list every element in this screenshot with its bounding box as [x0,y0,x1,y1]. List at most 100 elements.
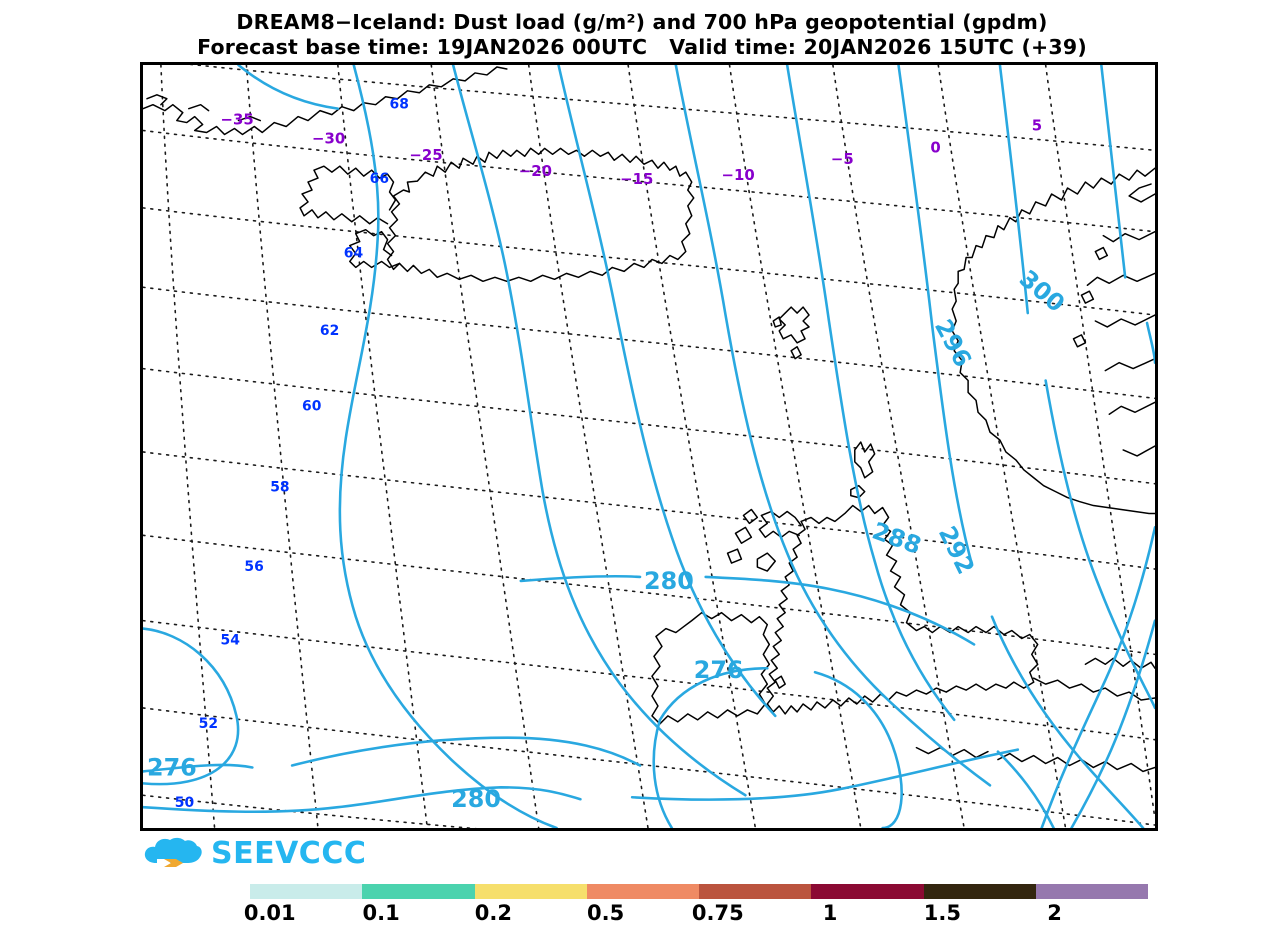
coastline-norway-island-a [1094,246,1109,261]
contour-line-far-west-lobe [143,627,240,786]
coastline-iceland-westfjords [299,165,397,225]
latitude-label-54: 54 [221,632,241,648]
contour-line-276-low-c [652,718,674,828]
contour-line-292 [897,65,974,567]
contour-line-280-mid-b [704,575,976,646]
latitude-label-64: 64 [344,245,364,261]
coastline-france-north [997,752,1155,773]
coastline-hebrides-c [726,548,743,564]
coastline-faroe-small-a [790,346,802,360]
longitude-label-0: 0 [930,138,940,156]
coastline-norway-fjord-g [1122,445,1155,457]
longitude-label--25: −25 [409,146,442,164]
latitude-label-60: 60 [302,398,321,414]
arrow-right-icon [164,859,183,867]
colorbar-segment-0 [250,884,363,899]
contour-line-280-south [143,786,582,814]
coastline-norway-island-b [1080,290,1095,304]
latitude-label-58: 58 [270,480,289,496]
longitude-label-5: 5 [1032,116,1042,134]
colorbar-segment-3 [586,884,699,899]
contour-line-mid-a [557,65,777,718]
longitude-label--35: −35 [221,111,254,129]
logo-text: SEEVCCC [211,836,367,871]
meridian-grid [160,65,1155,828]
colorbar-tick-2: 0.2 [474,901,512,925]
coastline-hebrides-b [734,526,753,544]
coastline-greenland [143,66,508,136]
coastline-great-britain [766,504,1039,715]
contour-label-280-south: 280 [451,785,501,813]
contour-line-276-west [143,763,254,773]
contour-line-288 [785,65,956,722]
contour-line-280-mid [519,574,642,583]
colorbar-tick-4: 0.75 [691,901,744,925]
contour-line-288-b [996,750,1055,828]
coastline-denmark [1084,657,1155,670]
chart-title-block: DREAM8−Iceland: Dust load (g/m²) and 700… [0,10,1284,60]
contour-line-296 [998,65,1030,315]
contour-line-292-b [990,615,1145,828]
contour-line-top-arc [237,65,340,110]
colorbar-tick-5: 1 [822,901,838,925]
colorbar-segment-6 [923,884,1036,899]
coastline-greenland-inlet-a [146,94,168,106]
longitude-label--10: −10 [722,166,755,184]
coastline-iceland [386,147,695,283]
contour-line-296-b [1044,379,1155,710]
contour-label-292: 292 [933,522,980,579]
latitude-label-66: 66 [370,171,389,187]
colorbar-tick-1: 0.1 [362,901,400,925]
contour-line-west-long-b [451,65,747,797]
latitude-label-62: 62 [320,323,339,339]
coastline-hebrides-a [742,508,759,525]
contour-label-276-low: 276 [694,656,744,684]
coastline-norway-fjord-f [1108,401,1155,415]
coastline-skye [756,552,776,572]
geopotential-contour-group [143,65,1155,828]
longitude-label--20: −20 [519,162,552,180]
contour-line-276-west-b [290,736,642,767]
contour-label-group: 300 296 292 288 280 276 276 280 [147,264,1070,813]
contour-label-288: 288 [869,517,925,560]
chart-title-line-2: Forecast base time: 19JAN2026 00UTC Vali… [197,35,1087,59]
cloud-icon [144,837,202,869]
latitude-label-68: 68 [390,97,409,113]
coastline-norway-island-c [1072,334,1087,348]
contour-line-300-b [1145,321,1155,364]
colorbar-tick-6: 1.5 [923,901,961,925]
coastline-faroe-islands [778,306,810,344]
colorbar-tick-3: 0.5 [586,901,625,925]
map-canvas: .grid { fill:none; stroke:#1a1a1a; strok… [143,65,1155,828]
latitude-label-50: 50 [175,795,194,811]
contour-line-284 [674,65,992,787]
colorbar-tick-labels: 0.01 0.1 0.2 0.5 0.75 1 1.5 2 [244,901,1148,927]
contour-line-east-edge-b [1070,619,1155,828]
coastline-norway-fjord-a [1128,183,1155,203]
chart-title-line-1: DREAM8−Iceland: Dust load (g/m²) and 700… [236,10,1048,34]
longitude-label--5: −5 [831,150,854,168]
coastline-greenland-inlet-c [237,115,262,122]
longitude-label-group: −35 −30 −25 −20 −15 −10 −5 0 5 [221,111,1043,189]
coastline-norway-fjord-d [1094,314,1155,328]
colorbar-block: 0.01 0.1 0.2 0.5 0.75 1 1.5 2 [0,884,1284,925]
parallel-grid [143,65,1155,828]
coastline-norway-fjord-c [1086,272,1155,287]
colorbar-segment-7 [1035,884,1148,899]
colorbar-strip [250,884,1148,899]
coastline-greenland-inlet-b [187,103,210,112]
contour-line-276-low-b [813,670,903,828]
coastline-faroe-small-b [772,316,782,328]
contour-line-east-edge-a [1040,526,1155,828]
colorbar-segment-5 [811,884,924,899]
coastline-ireland [651,611,771,725]
colorbar-segment-1 [362,884,475,899]
latitude-label-group: 68 66 64 62 60 58 56 54 52 50 [175,97,409,811]
coastline-isle-of-man [774,675,786,689]
contour-line-300 [1100,65,1127,279]
colorbar-tick-7: 2 [1047,901,1062,925]
contour-label-280-mid: 280 [644,567,694,595]
colorbar-segment-4 [699,884,812,899]
contour-line-276-low [658,666,769,722]
latitude-label-56: 56 [244,559,263,575]
